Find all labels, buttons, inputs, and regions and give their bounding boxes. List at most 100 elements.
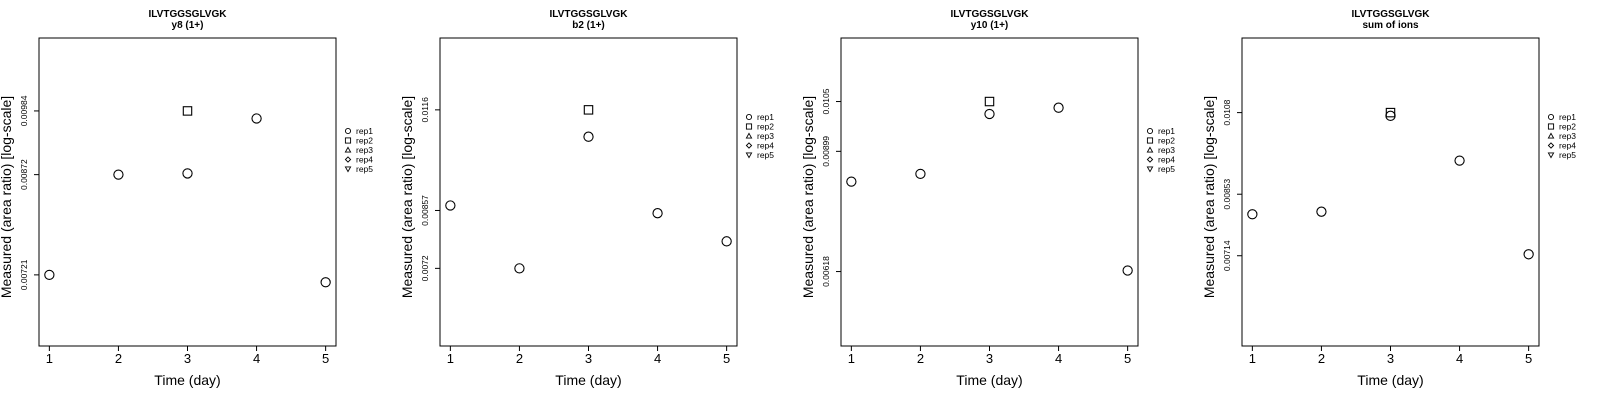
data-point-rep1 [44, 269, 55, 281]
x-tick-label: 3 [585, 351, 592, 366]
data-point-rep2 [984, 96, 995, 107]
data-point-rep1 [915, 168, 926, 180]
y-tick-label: 0.00872 [19, 159, 29, 190]
y-tick-label: 0.00984 [19, 95, 29, 126]
legend-label-rep5: rep5 [757, 150, 774, 160]
x-tick-label: 3 [184, 351, 191, 366]
x-tick-label: 2 [1318, 351, 1325, 366]
plot-frame [840, 37, 1139, 347]
y-axis-label: Measured (area ratio) [log-scale] [800, 96, 816, 298]
legend-marker-rep2 [344, 137, 352, 144]
x-tick-label: 1 [1249, 351, 1256, 366]
legend-label-rep2: rep2 [1158, 136, 1175, 146]
data-point-rep1 [113, 169, 124, 180]
legend-label-rep5: rep5 [1559, 150, 1576, 160]
y-tick-label: 0.00721 [19, 259, 29, 290]
y-axis-label: Measured (area ratio) [log-scale] [399, 96, 415, 298]
data-point-rep1 [1053, 102, 1064, 113]
legend-label-rep3: rep3 [356, 145, 373, 155]
x-axis-label: Time (day) [1357, 372, 1423, 388]
data-point-rep1 [1523, 249, 1534, 260]
x-tick-label: 2 [516, 351, 523, 366]
y-tick-label: 0.00714 [1222, 240, 1232, 271]
legend-label-rep4: rep4 [1158, 155, 1175, 165]
chart-title: ILVTGGSGLVGK [951, 9, 1030, 20]
legend-marker-rep4 [344, 156, 352, 163]
x-tick-label: 3 [986, 351, 993, 366]
x-tick-label: 4 [1456, 351, 1463, 366]
data-point-rep1 [1316, 206, 1327, 217]
legend-label-rep1: rep1 [757, 112, 774, 122]
chart-subtitle: y10 (1+) [971, 20, 1009, 31]
data-point-rep2 [182, 106, 193, 116]
plot-frame [1241, 37, 1540, 347]
data-point-rep2 [1385, 107, 1396, 118]
legend-marker-rep1 [1547, 113, 1555, 121]
y-axis-label: Measured (area ratio) [log-scale] [0, 96, 14, 298]
x-axis-label: Time (day) [154, 372, 220, 388]
y-tick-label: 0.0105 [821, 88, 831, 114]
legend-label-rep2: rep2 [356, 136, 373, 146]
legend-marker-rep1 [745, 113, 753, 121]
chart-subtitle: y8 (1+) [172, 20, 204, 31]
legend-marker-rep3 [344, 146, 352, 153]
data-point-rep1 [445, 200, 456, 211]
legend-marker-rep5 [344, 166, 352, 173]
data-point-rep1 [846, 176, 857, 187]
chart-title: ILVTGGSGLVGK [1352, 9, 1431, 20]
y-tick-label: 0.00857 [420, 195, 430, 226]
data-point-rep1 [182, 168, 193, 179]
y-tick-label: 0.00853 [1222, 179, 1232, 210]
y-tick-label: 0.0116 [420, 97, 430, 123]
x-tick-label: 1 [848, 351, 855, 366]
legend-label-rep1: rep1 [1559, 112, 1576, 122]
data-point-rep1 [320, 277, 331, 288]
data-point-rep1 [1122, 265, 1133, 276]
legend-marker-rep5 [1547, 152, 1555, 159]
legend-marker-rep4 [1547, 142, 1555, 149]
x-axis-label: Time (day) [956, 372, 1022, 388]
x-tick-label: 3 [1387, 351, 1394, 366]
legend-marker-rep4 [745, 142, 753, 149]
chart-subtitle: b2 (1+) [572, 20, 605, 31]
x-tick-label: 5 [1124, 351, 1131, 366]
legend-label-rep2: rep2 [1559, 122, 1576, 132]
data-point-rep1 [251, 113, 262, 124]
data-point-rep1 [984, 108, 995, 120]
data-point-rep2 [583, 105, 594, 115]
legend-label-rep5: rep5 [356, 164, 373, 174]
legend-label-rep5: rep5 [1158, 164, 1175, 174]
y-tick-label: 0.0072 [420, 255, 430, 281]
plot-frame [439, 37, 738, 347]
data-point-rep1 [1454, 155, 1465, 166]
legend-marker-rep3 [1146, 146, 1154, 153]
legend-label-rep4: rep4 [757, 141, 774, 151]
legend-marker-rep2 [745, 123, 753, 130]
x-tick-label: 4 [1055, 351, 1062, 366]
data-point-rep1 [1247, 209, 1258, 220]
x-tick-label: 5 [322, 351, 329, 366]
legend-label-rep3: rep3 [1559, 131, 1576, 141]
x-tick-label: 4 [253, 351, 260, 366]
legend-marker-rep5 [745, 152, 753, 159]
chart-title: ILVTGGSGLVGK [550, 9, 629, 20]
data-point-rep1 [652, 208, 663, 219]
legend-marker-rep5 [1146, 166, 1154, 173]
chart-subtitle: sum of ions [1362, 20, 1419, 31]
x-tick-label: 2 [917, 351, 924, 366]
x-tick-label: 5 [1525, 351, 1532, 366]
data-point-rep1 [721, 236, 732, 247]
legend-marker-rep3 [745, 132, 753, 139]
legend-label-rep2: rep2 [757, 122, 774, 132]
y-tick-label: 0.0108 [1222, 99, 1232, 125]
data-point-rep1 [1385, 110, 1396, 121]
